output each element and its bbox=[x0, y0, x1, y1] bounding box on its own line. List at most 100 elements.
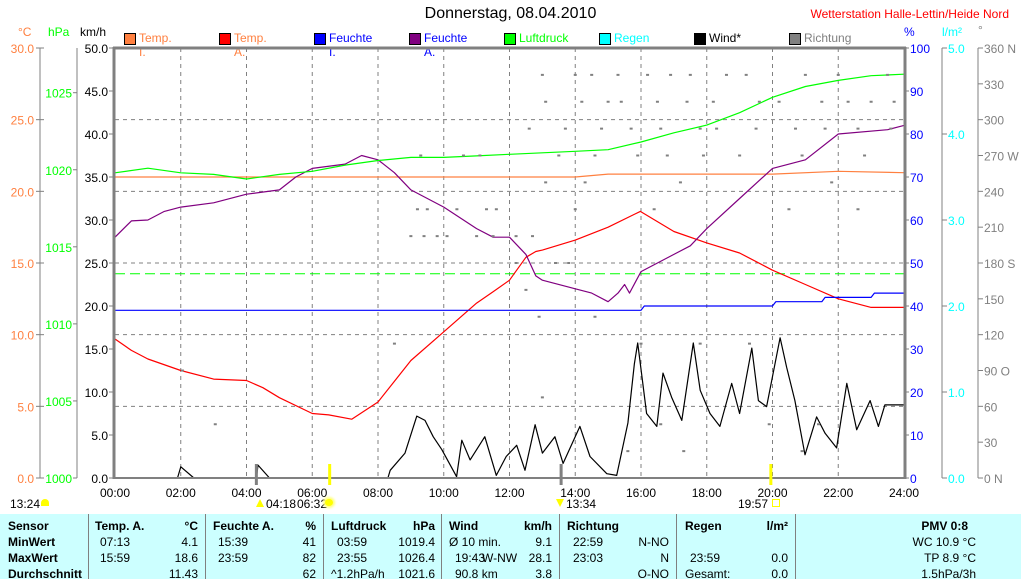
wind-tick-label: 30.0 bbox=[85, 214, 109, 228]
row-label: MinWert bbox=[8, 535, 56, 549]
pressure-tick-label: 1010 bbox=[45, 318, 72, 332]
legend-swatch bbox=[504, 33, 516, 45]
series-richtung-dot bbox=[455, 208, 459, 211]
legend-label: Temp. A. bbox=[234, 31, 267, 59]
series-richtung-dot bbox=[701, 154, 705, 157]
station-name: Wetterstation Halle-Lettin/Heide Nord bbox=[810, 7, 1009, 21]
direction-tick-label: 240 bbox=[984, 185, 1004, 199]
header-rain-unit: l/m² bbox=[766, 519, 788, 533]
series-temp-a-line bbox=[114, 210, 904, 420]
header-wind: Wind bbox=[449, 519, 479, 533]
legend-label: Richtung bbox=[804, 31, 852, 45]
series-richtung-dot bbox=[567, 262, 571, 264]
series-richtung-dot bbox=[554, 262, 558, 264]
series-richtung-dot bbox=[435, 235, 439, 238]
series-luftdruck-line bbox=[114, 73, 905, 180]
wind-tick-label: 15.0 bbox=[85, 343, 109, 357]
x-tick-label: 18:00 bbox=[692, 486, 722, 500]
legend-label: Regen bbox=[614, 31, 650, 45]
table-cell: 23:03 bbox=[573, 551, 604, 565]
table-cell: 28.1 bbox=[528, 551, 552, 565]
series-richtung-dot bbox=[573, 73, 577, 76]
series-richtung-dot bbox=[711, 100, 715, 103]
marker-time: 06:32 bbox=[297, 497, 328, 511]
series-richtung-dot bbox=[698, 127, 702, 130]
legend-label: Wind* bbox=[709, 31, 742, 45]
series-richtung-dot bbox=[678, 181, 682, 184]
table-cell: 18.6 bbox=[174, 551, 198, 565]
humidity-tick-label: 20 bbox=[910, 386, 924, 400]
table-cell: 9.1 bbox=[535, 535, 552, 549]
x-tick-label: 22:00 bbox=[823, 486, 853, 500]
series-feuchte-a-line bbox=[114, 124, 905, 303]
series-richtung-dot bbox=[422, 235, 426, 238]
series-richtung-dot bbox=[593, 315, 597, 318]
series-richtung-dot bbox=[580, 100, 584, 103]
header-wind-unit: km/h bbox=[523, 519, 552, 533]
rain-tick-label: 1.0 bbox=[948, 386, 965, 400]
legend-label: Feuchte I. bbox=[329, 31, 373, 59]
series-richtung-dot bbox=[665, 154, 669, 157]
series-richtung-dot bbox=[461, 154, 465, 157]
series-richtung-dot bbox=[889, 127, 893, 130]
series-richtung-dot bbox=[636, 154, 640, 157]
series-richtung-dot bbox=[213, 423, 217, 426]
legend-label: Temp. I. bbox=[139, 31, 172, 59]
series-richtung-dot bbox=[537, 315, 541, 318]
wind-tick-label: 0.0 bbox=[91, 472, 108, 486]
series-richtung-dot bbox=[593, 154, 597, 157]
series-richtung-dot bbox=[616, 73, 620, 76]
table-cell: TP 8.9 °C bbox=[924, 551, 976, 565]
series-richtung-dot bbox=[856, 208, 860, 211]
series-richtung-dot bbox=[652, 208, 656, 211]
series-richtung-dot bbox=[669, 73, 673, 76]
table-cell: 23:55 bbox=[337, 551, 368, 565]
table-cell: 41 bbox=[302, 535, 316, 549]
table-cell: Gesamt: bbox=[685, 567, 731, 581]
series-richtung-dot bbox=[527, 127, 531, 130]
series-richtung-dot bbox=[445, 235, 449, 238]
series-richtung-dot bbox=[892, 100, 896, 103]
x-tick-label: 04:00 bbox=[231, 486, 261, 500]
header-direction: Richtung bbox=[567, 519, 619, 533]
series-richtung-dot bbox=[738, 154, 742, 157]
direction-tick-label: 120 bbox=[984, 329, 1004, 343]
series-feuchte-i-line bbox=[115, 292, 904, 311]
series-richtung-dot bbox=[886, 73, 890, 76]
series-richtung-dot bbox=[682, 450, 686, 453]
series-richtung-dot bbox=[629, 127, 633, 130]
header-temp-unit: °C bbox=[184, 519, 198, 533]
marker-time: 13:34 bbox=[566, 497, 597, 511]
humidity-tick-label: 0 bbox=[910, 472, 917, 486]
wind-tick-label: 35.0 bbox=[85, 171, 109, 185]
humidity-tick-label: 50 bbox=[910, 257, 924, 271]
series-richtung-dot bbox=[600, 127, 604, 130]
table-cell: 3.8 bbox=[535, 567, 552, 581]
direction-tick-label: 270 W bbox=[984, 150, 1019, 164]
humidity-tick-label: 100 bbox=[910, 42, 930, 56]
series-richtung-dot bbox=[540, 396, 544, 399]
legend-label: Feuchte A. bbox=[424, 31, 468, 59]
humidity-tick-label: 90 bbox=[910, 85, 924, 99]
series-richtung-dot bbox=[583, 181, 587, 184]
series-richtung-dot bbox=[715, 127, 719, 130]
direction-tick-label: 360 N bbox=[984, 42, 1016, 56]
table-cell: W-NW bbox=[482, 551, 518, 565]
series-richtung-dot bbox=[836, 73, 840, 76]
marker-time: 19:57 bbox=[738, 497, 769, 511]
series-richtung-dot bbox=[544, 100, 548, 103]
table-cell: N-NO bbox=[638, 535, 669, 549]
table-cell: 1026.4 bbox=[398, 551, 435, 565]
pressure-tick-label: 1025 bbox=[45, 87, 72, 101]
wind-tick-label: 40.0 bbox=[85, 128, 109, 142]
series-richtung-dot bbox=[820, 100, 824, 103]
series-richtung-dot bbox=[484, 208, 488, 211]
wind-tick-label: 10.0 bbox=[85, 386, 109, 400]
series-richtung-dot bbox=[856, 127, 860, 130]
table-cell: 03:59 bbox=[337, 535, 368, 549]
temp-tick-label: 15.0 bbox=[11, 257, 35, 271]
table-cell: 22:59 bbox=[573, 535, 604, 549]
series-richtung-dot bbox=[830, 181, 834, 184]
pressure-tick-label: 1015 bbox=[45, 241, 72, 255]
direction-axis-unit: ° bbox=[978, 23, 983, 37]
